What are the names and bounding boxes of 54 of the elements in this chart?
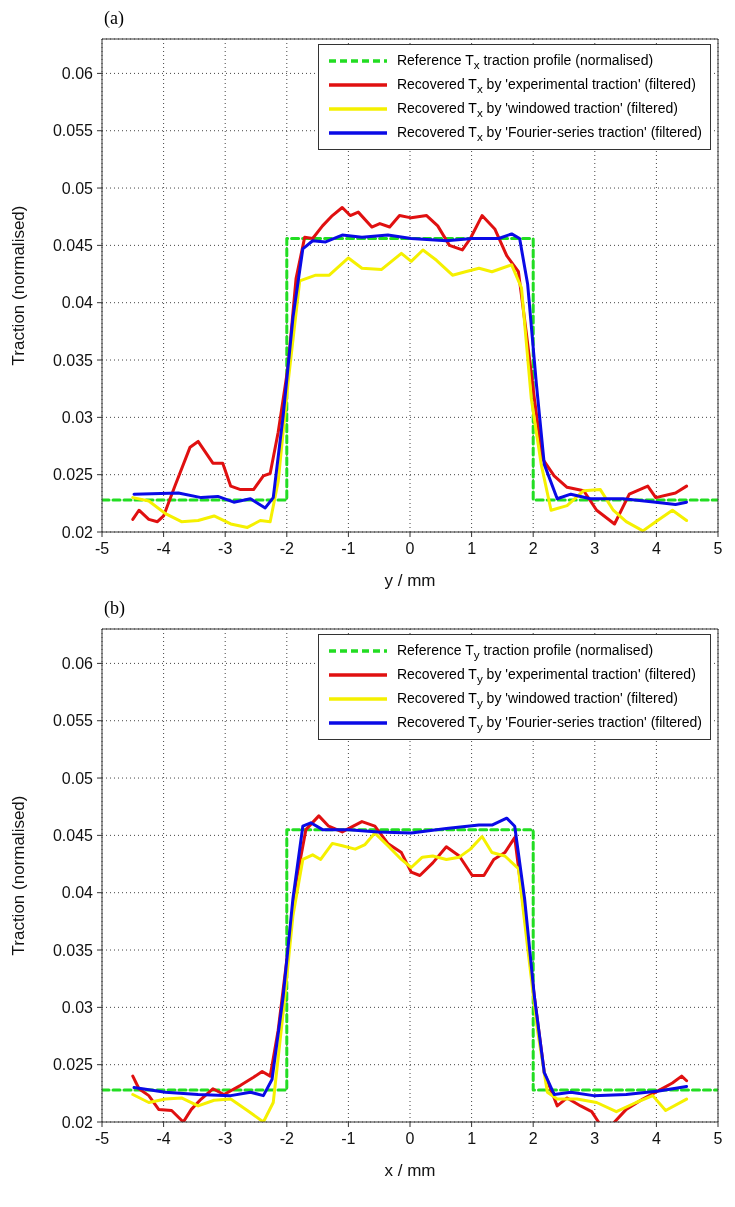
legend-label: Reference T$_{y}$ traction profile (normalised) (396, 641, 654, 661)
y-tick-label: 0.02 (61, 523, 94, 541)
chart-title: (a) (104, 8, 124, 28)
x-tick-label: 4 (651, 540, 661, 558)
y-tick-label: 0.06 (61, 655, 94, 673)
y-tick-label: 0.045 (52, 237, 94, 255)
x-tick-label: 1 (467, 540, 477, 558)
x-tick-label: -2 (279, 1130, 295, 1148)
x-axis-title: x / mm (384, 1161, 436, 1180)
x-tick-label: -1 (341, 1130, 356, 1148)
x-tick-label: -5 (94, 1130, 110, 1148)
y-tick-label: 0.035 (52, 351, 94, 369)
y-axis-title: Traction (normalised) (9, 795, 29, 956)
x-tick-label: 5 (713, 540, 723, 558)
y-tick-label: 0.05 (61, 179, 94, 197)
x-tick-label: 4 (651, 1130, 661, 1148)
legend-label: Recovered T$_{x}$ by 'experimental traction' (filtered) (396, 75, 696, 95)
legend-label: Recovered T$_{x}$ by 'Fourier-series traction' (filtered) (396, 123, 702, 143)
x-tick-label: -4 (156, 540, 171, 558)
x-tick-label: 0 (405, 1130, 415, 1148)
y-tick-label: 0.04 (61, 294, 94, 312)
x-tick-label: 3 (590, 1130, 600, 1148)
x-tick-label: -2 (279, 540, 295, 558)
x-tick-label: -4 (156, 1130, 171, 1148)
x-axis-title: y / mm (384, 571, 436, 590)
x-tick-label: -3 (218, 540, 233, 558)
chart-title: (b) (104, 598, 125, 618)
x-tick-label: 1 (467, 1130, 477, 1148)
legend-label: Recovered T$_{y}$ by 'Fourier-series traction' (filtered) (396, 713, 702, 733)
y-tick-label: 0.05 (61, 769, 94, 787)
x-tick-label: 5 (713, 1130, 723, 1148)
y-tick-label: 0.045 (52, 827, 94, 845)
legend-label: Recovered T$_{x}$ by 'windowed traction' (filtered) (396, 99, 678, 119)
y-tick-label: 0.025 (52, 1056, 94, 1074)
x-tick-label: -5 (94, 540, 110, 558)
x-tick-label: 0 (405, 540, 415, 558)
x-tick-label: 2 (528, 540, 538, 558)
x-tick-label: -1 (341, 540, 356, 558)
y-tick-label: 0.06 (61, 65, 94, 83)
y-tick-label: 0.055 (52, 122, 94, 140)
legend-label: Recovered T$_{y}$ by 'windowed traction' (filtered) (396, 689, 678, 709)
y-axis-title: Traction (normalised) (9, 205, 29, 366)
y-tick-label: 0.02 (61, 1113, 94, 1131)
y-tick-label: 0.035 (52, 941, 94, 959)
x-tick-label: 2 (528, 1130, 538, 1148)
x-tick-label: 3 (590, 540, 600, 558)
legend-label: Recovered T$_{y}$ by 'experimental traction' (filtered) (396, 665, 696, 685)
y-tick-label: 0.025 (52, 466, 94, 484)
y-tick-label: 0.04 (61, 884, 94, 902)
y-tick-label: 0.055 (52, 712, 94, 730)
x-tick-label: -3 (218, 1130, 233, 1148)
y-tick-label: 0.03 (61, 999, 94, 1017)
y-tick-label: 0.03 (61, 409, 94, 427)
legend-label: Reference T$_{x}$ traction profile (normalised) (396, 51, 654, 71)
